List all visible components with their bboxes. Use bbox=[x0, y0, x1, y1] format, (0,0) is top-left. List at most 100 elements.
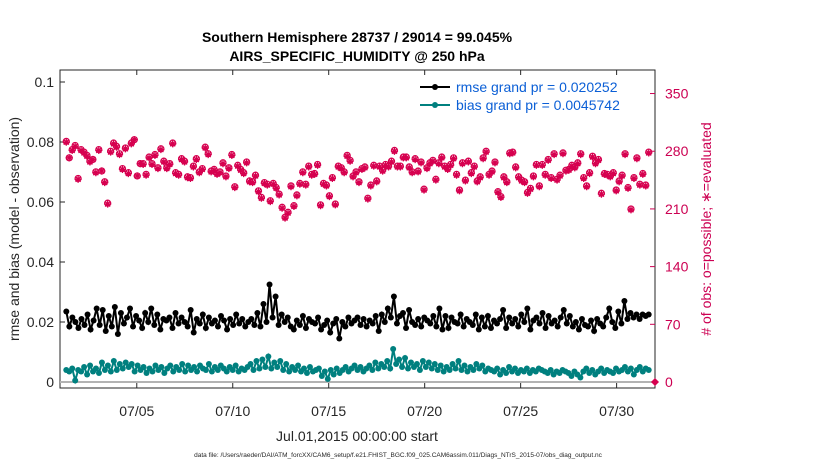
obs-evaluated-marker bbox=[526, 185, 535, 193]
rmse-point bbox=[454, 320, 461, 327]
bias-point bbox=[425, 359, 432, 366]
obs-evaluated-marker bbox=[290, 202, 298, 211]
obs-evaluated-marker bbox=[606, 173, 614, 181]
rmse-point bbox=[578, 316, 585, 322]
obs-evaluated-marker bbox=[429, 157, 437, 165]
rmse-point bbox=[600, 323, 607, 330]
bias-point bbox=[568, 373, 575, 379]
obs-evaluated-marker bbox=[559, 150, 567, 158]
x-tick-label: 07/30 bbox=[599, 403, 634, 419]
obs-evaluated-marker bbox=[355, 178, 363, 187]
bias-point bbox=[375, 365, 382, 372]
obs-evaluated-marker bbox=[109, 140, 118, 148]
obs-evaluated-marker bbox=[381, 161, 390, 169]
bias-point bbox=[194, 368, 201, 375]
obs-evaluated-marker bbox=[571, 164, 579, 172]
bias-point bbox=[627, 365, 634, 372]
obs-evaluated-marker bbox=[142, 171, 150, 179]
bias-point bbox=[143, 370, 150, 376]
rmse-point bbox=[588, 317, 595, 324]
obs-evaluated-marker bbox=[204, 150, 212, 159]
bias-point bbox=[78, 368, 85, 375]
rmse-point bbox=[187, 307, 194, 313]
obs-evaluated-marker bbox=[95, 146, 103, 155]
obs-evaluated-marker bbox=[585, 169, 594, 178]
obs-evaluated-marker bbox=[544, 156, 552, 164]
obs-evaluated-marker bbox=[83, 152, 91, 160]
obs-evaluated-marker bbox=[245, 178, 254, 186]
rmse-point bbox=[224, 326, 231, 333]
rmse-point bbox=[645, 311, 652, 318]
obs-evaluated-marker bbox=[115, 150, 124, 159]
obs-evaluated-marker bbox=[538, 161, 546, 169]
bias-point bbox=[107, 368, 114, 375]
obs-evaluated-marker bbox=[92, 169, 100, 177]
bias-point bbox=[119, 365, 126, 372]
rmse-point bbox=[345, 314, 352, 321]
rmse-point bbox=[239, 316, 246, 322]
obs-evaluated-marker bbox=[452, 171, 461, 179]
obs-evaluated-marker bbox=[479, 155, 487, 163]
obs-evaluated-marker bbox=[346, 157, 354, 165]
bias-point bbox=[306, 364, 313, 370]
rmse-point bbox=[157, 326, 164, 333]
rmse-point bbox=[487, 325, 494, 331]
y-tick-label-right: 280 bbox=[665, 143, 689, 159]
bias-point bbox=[416, 367, 423, 373]
bias-point bbox=[253, 358, 260, 364]
obs-evaluated-marker bbox=[435, 159, 443, 168]
obs-evaluated-marker bbox=[615, 178, 623, 186]
bias-point bbox=[315, 365, 322, 372]
bias-point bbox=[321, 368, 328, 375]
obs-evaluated-marker bbox=[112, 143, 121, 151]
rmse-point bbox=[624, 316, 631, 322]
bias-point bbox=[523, 365, 530, 372]
obs-evaluated-marker bbox=[432, 176, 440, 184]
obs-evaluated-marker bbox=[556, 172, 564, 180]
obs-evaluated-marker bbox=[118, 165, 127, 173]
obs-evaluated-marker bbox=[86, 158, 94, 166]
obs-evaluated-marker bbox=[71, 142, 79, 150]
rmse-point bbox=[63, 308, 70, 315]
bias-point bbox=[262, 364, 269, 370]
obs-evaluated-marker bbox=[183, 174, 192, 182]
obs-evaluated-marker bbox=[107, 148, 115, 156]
bias-point bbox=[458, 367, 465, 373]
obs-evaluated-marker bbox=[263, 181, 271, 189]
bias-point bbox=[295, 362, 302, 369]
obs-evaluated-marker bbox=[367, 182, 375, 190]
legend-bias-marker bbox=[432, 102, 438, 108]
obs-evaluated-marker bbox=[269, 180, 277, 188]
rmse-point bbox=[190, 329, 197, 336]
rmse-point bbox=[412, 322, 419, 328]
obs-evaluated-marker bbox=[145, 154, 153, 162]
rmse-point bbox=[81, 322, 88, 328]
chart-title-line-2: AIRS_SPECIFIC_HUMIDITY @ 250 hPa bbox=[229, 48, 485, 64]
rmse-point bbox=[120, 320, 127, 327]
bias-point bbox=[589, 367, 596, 373]
rmse-point bbox=[406, 307, 413, 313]
rmse-point bbox=[381, 319, 388, 325]
obs-evaluated-marker bbox=[331, 201, 339, 209]
rmse-point bbox=[427, 320, 434, 327]
rmse-point bbox=[472, 311, 479, 318]
obs-evaluated-marker bbox=[74, 175, 82, 183]
rmse-point bbox=[627, 310, 634, 316]
obs-evaluated-marker bbox=[461, 177, 470, 185]
bias-point bbox=[402, 355, 409, 361]
obs-evaluated-marker bbox=[379, 167, 387, 175]
obs-evaluated-marker bbox=[568, 162, 576, 170]
rmse-point bbox=[218, 313, 225, 319]
y-tick-label-left: 0.02 bbox=[27, 314, 54, 330]
rmse-point bbox=[263, 319, 270, 325]
rmse-point bbox=[324, 317, 331, 324]
bias-point bbox=[583, 365, 590, 372]
x-tick-label: 07/25 bbox=[503, 403, 538, 419]
rmse-point bbox=[111, 304, 118, 310]
rmse-point bbox=[484, 313, 491, 319]
obs-evaluated-marker bbox=[408, 169, 416, 177]
rmse-point bbox=[114, 331, 121, 337]
bias-point bbox=[610, 370, 617, 376]
